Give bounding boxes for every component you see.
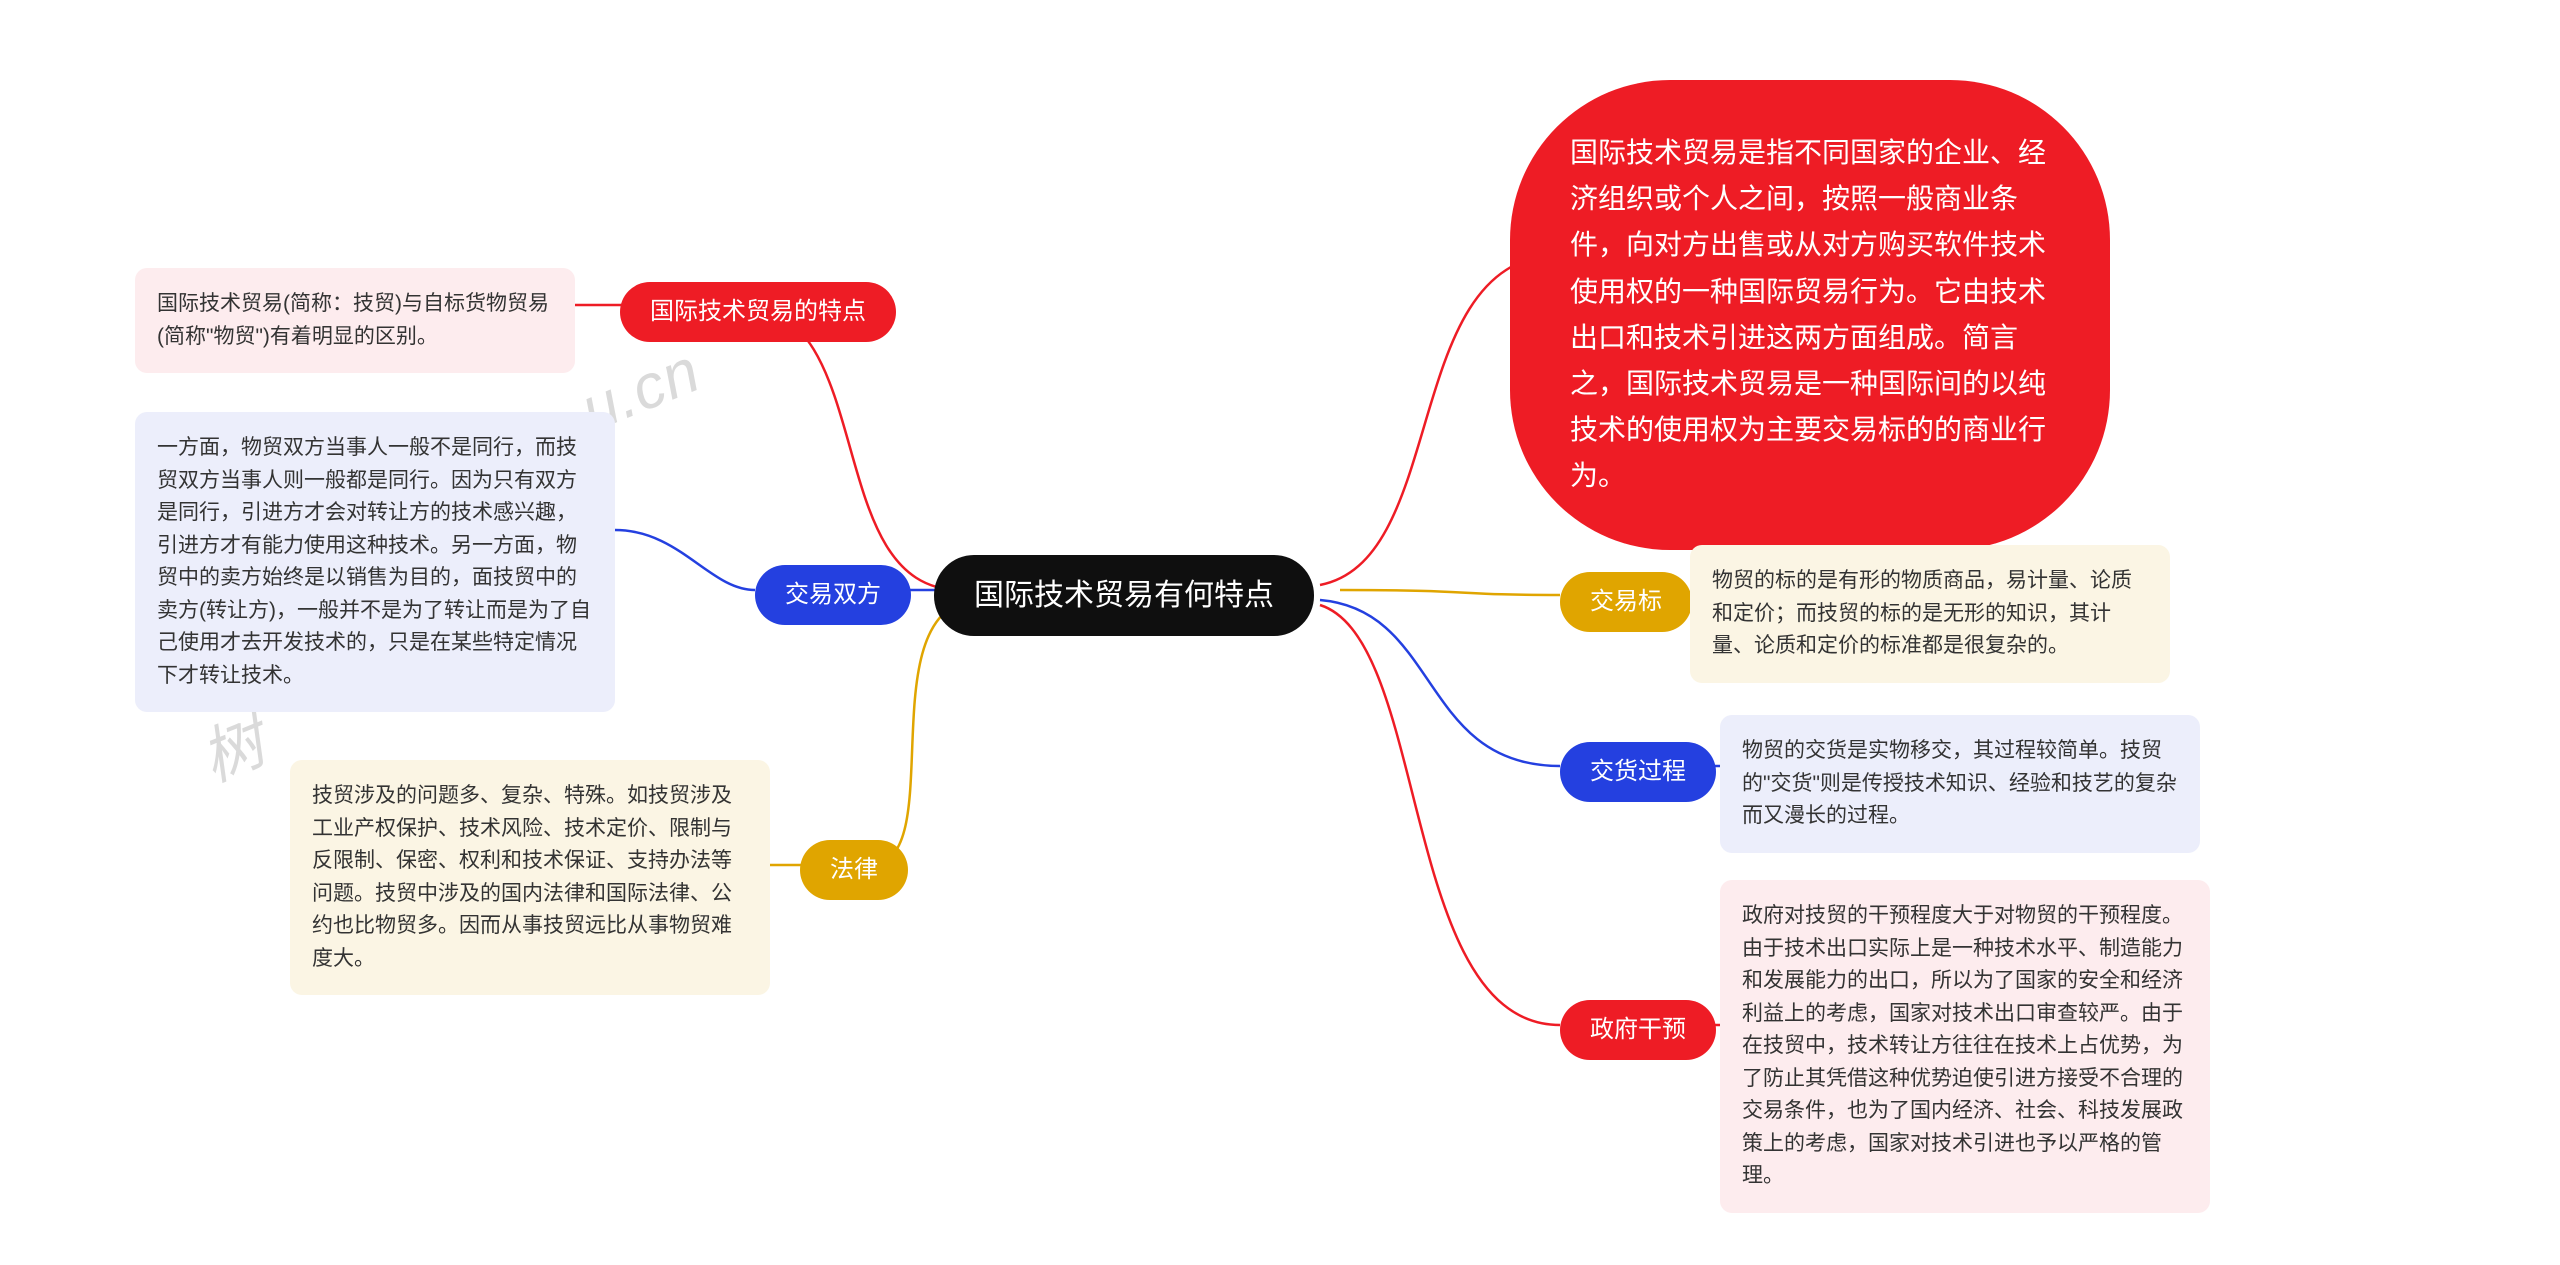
connector-path (615, 530, 755, 590)
leaf-subject[interactable]: 物贸的标的是有形的物质商品，易计量、论质和定价；而技贸的标的是无形的知识，其计量… (1690, 545, 2170, 683)
connector-path (620, 305, 960, 590)
connector-path (1340, 590, 1560, 595)
center-node[interactable]: 国际技术贸易有何特点 (934, 555, 1314, 636)
mindmap-canvas: u.cn树图树 国际技术贸易有何特点 国际技术贸易是指不同国家的企业、经济组织或… (0, 0, 2560, 1265)
branch-subject[interactable]: 交易标 (1560, 572, 1692, 632)
leaf-delivery[interactable]: 物贸的交货是实物移交，其过程较简单。技贸的"交货"则是传授技术知识、经验和技艺的… (1720, 715, 2200, 853)
branch-parties[interactable]: 交易双方 (755, 565, 911, 625)
connector-path (1320, 600, 1560, 766)
branch-delivery[interactable]: 交货过程 (1560, 742, 1716, 802)
leaf-law[interactable]: 技贸涉及的问题多、复杂、特殊。如技贸涉及工业产权保护、技术风险、技术定价、限制与… (290, 760, 770, 995)
intro-definition-node[interactable]: 国际技术贸易是指不同国家的企业、经济组织或个人之间，按照一般商业条件，向对方出售… (1510, 80, 2110, 550)
connector-path (800, 600, 970, 865)
branch-law[interactable]: 法律 (800, 840, 908, 900)
leaf-gov[interactable]: 政府对技贸的干预程度大于对物贸的干预程度。由于技术出口实际上是一种技术水平、制造… (1720, 880, 2210, 1213)
branch-gov[interactable]: 政府干预 (1560, 1000, 1716, 1060)
leaf-features[interactable]: 国际技术贸易(简称：技贸)与自标货物贸易(简称"物贸")有着明显的区别。 (135, 268, 575, 373)
connector-path (1320, 605, 1560, 1025)
leaf-parties[interactable]: 一方面，物贸双方当事人一般不是同行，而技贸双方当事人则一般都是同行。因为只有双方… (135, 412, 615, 712)
branch-features[interactable]: 国际技术贸易的特点 (620, 282, 896, 342)
